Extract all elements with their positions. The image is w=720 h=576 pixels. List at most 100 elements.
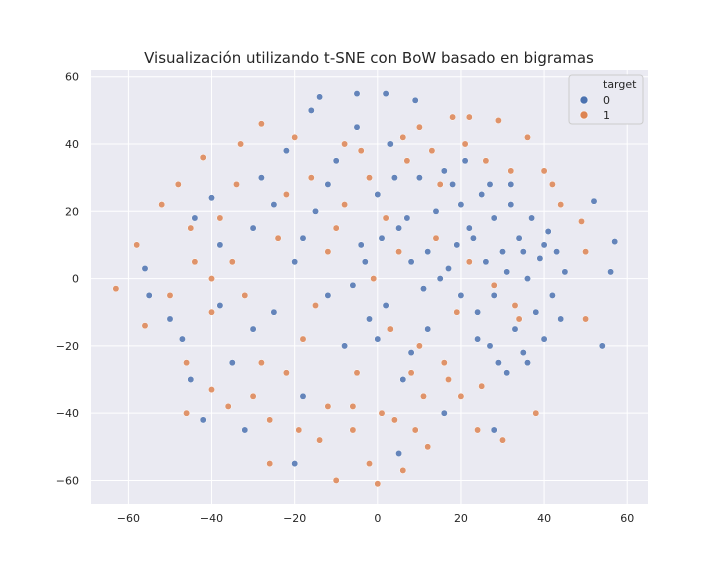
data-point-target-0 bbox=[353, 123, 361, 131]
data-point-target-0 bbox=[166, 315, 174, 323]
legend-label-1: 1 bbox=[603, 109, 610, 122]
data-point-target-1 bbox=[307, 174, 315, 182]
legend-marker-0 bbox=[579, 95, 589, 105]
data-point-target-0 bbox=[536, 254, 544, 262]
data-point-target-0 bbox=[474, 308, 482, 316]
data-point-target-1 bbox=[324, 402, 332, 410]
data-point-target-1 bbox=[386, 325, 394, 333]
y-tick-labels: −60 −40 −20 0 20 40 60 bbox=[56, 71, 79, 488]
data-point-target-1 bbox=[482, 157, 490, 165]
data-point-target-1 bbox=[166, 291, 174, 299]
data-point-target-1 bbox=[353, 369, 361, 377]
x-tick-label: 20 bbox=[454, 512, 468, 525]
data-point-target-1 bbox=[233, 180, 240, 188]
data-point-target-0 bbox=[307, 106, 315, 114]
data-point-target-1 bbox=[432, 234, 440, 242]
data-point-target-0 bbox=[141, 265, 149, 272]
data-point-target-1 bbox=[407, 369, 415, 377]
data-point-target-0 bbox=[178, 335, 186, 343]
data-point-target-0 bbox=[316, 93, 324, 101]
data-point-target-1 bbox=[237, 140, 245, 148]
data-point-target-0 bbox=[208, 194, 215, 202]
grid-lines bbox=[91, 70, 648, 504]
data-point-target-0 bbox=[374, 191, 382, 198]
data-point-target-0 bbox=[540, 335, 548, 343]
data-point-target-0 bbox=[461, 157, 469, 165]
data-point-target-0 bbox=[395, 224, 403, 232]
data-point-target-1 bbox=[465, 113, 473, 121]
data-point-target-0 bbox=[403, 214, 411, 222]
data-point-target-0 bbox=[399, 376, 407, 383]
data-point-target-0 bbox=[349, 281, 357, 289]
data-point-target-1 bbox=[366, 460, 373, 468]
data-point-target-1 bbox=[436, 180, 444, 188]
data-point-target-0 bbox=[524, 275, 531, 283]
data-point-target-1 bbox=[540, 167, 548, 175]
data-point-target-0 bbox=[270, 308, 278, 316]
data-point-target-0 bbox=[324, 180, 332, 188]
data-point-target-1 bbox=[312, 302, 319, 309]
data-point-target-0 bbox=[465, 224, 473, 232]
data-point-target-1 bbox=[548, 180, 556, 188]
data-point-target-0 bbox=[436, 275, 444, 283]
y-tick-label: 40 bbox=[65, 138, 79, 151]
data-point-target-0 bbox=[145, 291, 153, 299]
data-point-target-1 bbox=[282, 369, 290, 377]
x-tick-label: 0 bbox=[374, 512, 381, 525]
data-point-target-1 bbox=[274, 234, 282, 242]
data-point-target-1 bbox=[411, 426, 419, 434]
data-point-target-1 bbox=[349, 426, 357, 434]
data-point-target-1 bbox=[461, 140, 469, 148]
data-point-target-0 bbox=[507, 201, 515, 209]
data-point-target-1 bbox=[332, 224, 340, 232]
data-point-target-0 bbox=[407, 258, 415, 266]
data-point-target-1 bbox=[578, 217, 585, 225]
data-point-target-1 bbox=[490, 281, 498, 289]
data-point-target-1 bbox=[216, 214, 224, 222]
data-point-target-1 bbox=[395, 248, 403, 256]
data-point-target-1 bbox=[357, 147, 365, 155]
x-tick-label: −60 bbox=[117, 512, 140, 525]
data-point-target-1 bbox=[582, 315, 590, 323]
data-point-target-0 bbox=[519, 248, 527, 256]
data-point-target-1 bbox=[420, 392, 427, 400]
data-point-target-1 bbox=[183, 359, 191, 367]
data-point-target-0 bbox=[507, 180, 515, 188]
data-point-target-1 bbox=[174, 180, 182, 188]
data-point-target-0 bbox=[341, 342, 349, 350]
data-point-target-0 bbox=[411, 96, 419, 104]
data-point-target-1 bbox=[478, 382, 486, 390]
data-point-target-1 bbox=[515, 315, 523, 323]
data-point-target-1 bbox=[453, 308, 461, 316]
data-point-target-0 bbox=[187, 376, 195, 383]
x-tick-label: 40 bbox=[537, 512, 551, 525]
data-point-target-1 bbox=[187, 224, 195, 232]
data-point-target-0 bbox=[478, 191, 486, 198]
x-tick-label: 60 bbox=[620, 512, 634, 525]
data-point-target-0 bbox=[395, 450, 403, 457]
data-point-target-0 bbox=[490, 291, 498, 299]
data-point-target-0 bbox=[457, 291, 465, 299]
data-point-target-1 bbox=[415, 123, 423, 131]
data-point-target-1 bbox=[494, 117, 502, 124]
y-tick-label: 20 bbox=[65, 205, 79, 218]
data-point-target-1 bbox=[266, 460, 274, 468]
data-point-target-0 bbox=[257, 174, 265, 182]
data-point-target-0 bbox=[519, 349, 527, 357]
data-point-target-0 bbox=[386, 140, 394, 148]
data-point-target-1 bbox=[316, 436, 324, 444]
data-point-target-0 bbox=[241, 426, 249, 434]
data-point-target-1 bbox=[133, 241, 141, 249]
y-tick-label: −60 bbox=[56, 474, 79, 487]
data-point-target-1 bbox=[415, 342, 423, 350]
data-point-target-1 bbox=[266, 416, 274, 424]
legend: target 0 1 bbox=[568, 74, 644, 125]
y-tick-label: 0 bbox=[72, 273, 79, 286]
data-point-target-1 bbox=[366, 174, 373, 182]
data-point-target-0 bbox=[312, 207, 319, 215]
data-point-target-0 bbox=[382, 90, 390, 98]
data-point-target-1 bbox=[341, 140, 349, 148]
data-point-target-1 bbox=[199, 154, 207, 161]
data-point-target-0 bbox=[420, 285, 427, 293]
